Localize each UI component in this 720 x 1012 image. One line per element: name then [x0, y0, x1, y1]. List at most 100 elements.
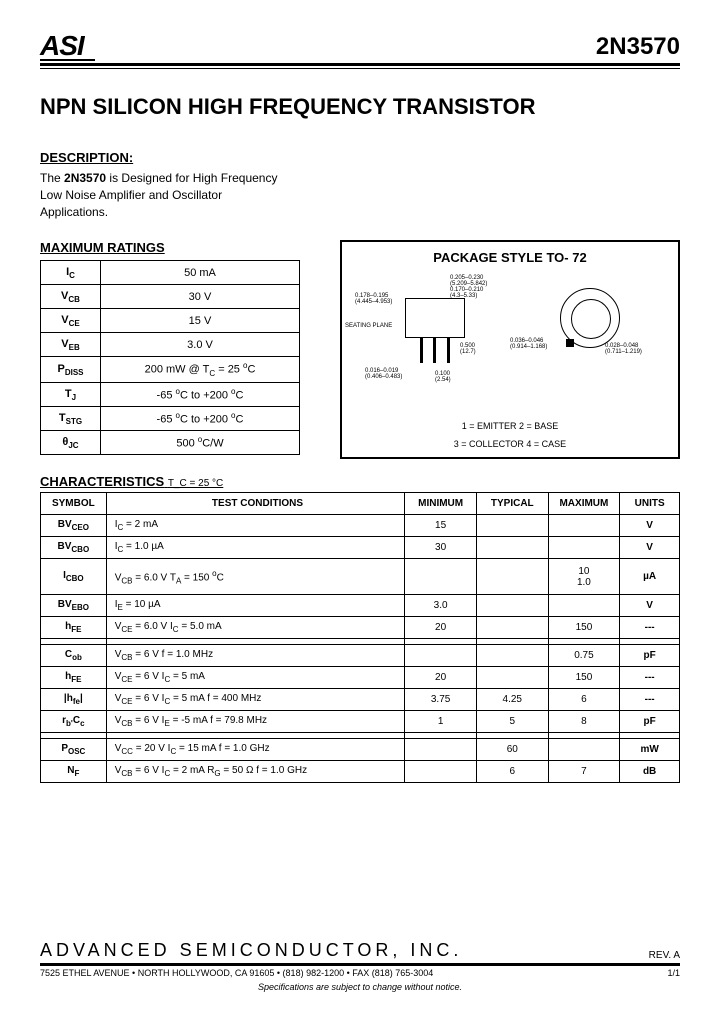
company-name: ADVANCED SEMICONDUCTOR, INC. [40, 940, 462, 961]
rating-symbol: θJC [41, 431, 101, 455]
char-units: µA [620, 559, 680, 595]
char-max [548, 515, 620, 537]
ratings-row: IC50 mA [41, 261, 300, 285]
char-units: pF [620, 711, 680, 733]
char-symbol: BVCEO [41, 515, 107, 537]
rating-symbol: TJ [41, 383, 101, 407]
package-bottom-view: 0.036–0.046 (0.914–1.168) 0.028–0.048 (0… [530, 278, 650, 358]
char-conditions: VCB = 6 V IC = 2 mA RG = 50 Ω f = 1.0 GH… [106, 761, 405, 783]
footer-address-row: 7525 ETHEL AVENUE • NORTH HOLLYWOOD, CA … [40, 968, 680, 978]
logo: ASI [40, 30, 95, 62]
char-header-row: SYMBOL TEST CONDITIONS MINIMUM TYPICAL M… [41, 493, 680, 515]
char-symbol: POSC [41, 739, 107, 761]
char-min [405, 645, 477, 667]
char-typ [476, 515, 548, 537]
char-conditions: VCB = 6.0 V TA = 150 oC [106, 559, 405, 595]
char-min: 30 [405, 537, 477, 559]
description-text: The 2N3570 is Designed for High Frequenc… [40, 170, 290, 220]
ratings-row: VCB30 V [41, 285, 300, 309]
package-column: PACKAGE STYLE TO- 72 0.205–0.230 (5.209–… [340, 240, 680, 459]
char-symbol: hFE [41, 617, 107, 639]
char-units: --- [620, 689, 680, 711]
footer: ADVANCED SEMICONDUCTOR, INC. REV. A 7525… [40, 940, 680, 992]
char-symbol: rb'Cc [41, 711, 107, 733]
char-max: 0.75 [548, 645, 620, 667]
header: ASI 2N3570 [40, 30, 680, 66]
char-units: V [620, 537, 680, 559]
rating-symbol: TSTG [41, 407, 101, 431]
char-conditions: VCE = 6.0 V IC = 5.0 mA [106, 617, 405, 639]
char-row: BVCEO IC = 2 mA 15 V [41, 515, 680, 537]
char-max: 7 [548, 761, 620, 783]
char-max [548, 595, 620, 617]
char-max: 101.0 [548, 559, 620, 595]
char-units: mW [620, 739, 680, 761]
char-symbol: ICBO [41, 559, 107, 595]
char-units: pF [620, 645, 680, 667]
char-conditions: VCB = 6 V IE = -5 mA f = 79.8 MHz [106, 711, 405, 733]
char-conditions: IC = 2 mA [106, 515, 405, 537]
logo-block: ASI [40, 30, 95, 61]
part-number: 2N3570 [596, 33, 680, 61]
top-section: MAXIMUM RATINGS IC50 mAVCB30 VVCE15 VVEB… [40, 240, 680, 459]
char-typ [476, 617, 548, 639]
char-units: V [620, 595, 680, 617]
char-typ [476, 645, 548, 667]
description-label: DESCRIPTION: [40, 150, 680, 165]
rating-symbol: PDISS [41, 357, 101, 383]
page-title: NPN SILICON HIGH FREQUENCY TRANSISTOR [40, 94, 680, 120]
ratings-row: PDISS200 mW @ TC = 25 oC [41, 357, 300, 383]
rating-symbol: VEB [41, 333, 101, 357]
char-max: 150 [548, 667, 620, 689]
to72-circle [560, 288, 620, 348]
ratings-row: TSTG-65 oC to +200 oC [41, 407, 300, 431]
header-rule [40, 68, 680, 69]
rating-value: 200 mW @ TC = 25 oC [101, 357, 300, 383]
char-max: 6 [548, 689, 620, 711]
char-max [548, 739, 620, 761]
char-min: 15 [405, 515, 477, 537]
ratings-row: θJC500 oC/W [41, 431, 300, 455]
pin-legend-2: 3 = COLLECTOR 4 = CASE [350, 439, 670, 449]
char-conditions: VCE = 6 V IC = 5 mA f = 400 MHz [106, 689, 405, 711]
char-units: --- [620, 667, 680, 689]
footer-note: Specifications are subject to change wit… [40, 982, 680, 992]
rating-symbol: VCB [41, 285, 101, 309]
char-typ [476, 595, 548, 617]
char-row: BVCBO IC = 1.0 µA 30 V [41, 537, 680, 559]
rating-value: -65 oC to +200 oC [101, 383, 300, 407]
char-row: rb'Cc VCB = 6 V IE = -5 mA f = 79.8 MHz … [41, 711, 680, 733]
char-row: hFE VCE = 6 V IC = 5 mA 20 150 --- [41, 667, 680, 689]
char-max [548, 537, 620, 559]
char-max: 150 [548, 617, 620, 639]
ratings-row: VCE15 V [41, 309, 300, 333]
char-typ [476, 667, 548, 689]
pin-legend-1: 1 = EMITTER 2 = BASE [350, 421, 670, 431]
characteristics-label: CHARACTERISTICS T_C = 25 °C [40, 474, 680, 489]
to72-can [405, 298, 465, 338]
char-conditions: IC = 1.0 µA [106, 537, 405, 559]
ratings-table: IC50 mAVCB30 VVCE15 VVEB3.0 VPDISS200 mW… [40, 260, 300, 455]
char-min: 20 [405, 617, 477, 639]
char-typ: 6 [476, 761, 548, 783]
characteristics-table: SYMBOL TEST CONDITIONS MINIMUM TYPICAL M… [40, 492, 680, 783]
ratings-column: MAXIMUM RATINGS IC50 mAVCB30 VVCE15 VVEB… [40, 240, 320, 459]
ratings-row: TJ-65 oC to +200 oC [41, 383, 300, 407]
char-symbol: NF [41, 761, 107, 783]
char-row: NF VCB = 6 V IC = 2 mA RG = 50 Ω f = 1.0… [41, 761, 680, 783]
char-row: hFE VCE = 6.0 V IC = 5.0 mA 20 150 --- [41, 617, 680, 639]
rating-symbol: VCE [41, 309, 101, 333]
page-number: 1/1 [667, 968, 680, 978]
char-typ [476, 559, 548, 595]
char-min: 3.75 [405, 689, 477, 711]
char-min [405, 761, 477, 783]
rating-value: -65 oC to +200 oC [101, 407, 300, 431]
char-min: 20 [405, 667, 477, 689]
char-symbol: BVEBO [41, 595, 107, 617]
char-units: dB [620, 761, 680, 783]
rating-symbol: IC [41, 261, 101, 285]
ratings-label: MAXIMUM RATINGS [40, 240, 320, 255]
char-row: ICBO VCB = 6.0 V TA = 150 oC 101.0 µA [41, 559, 680, 595]
package-title: PACKAGE STYLE TO- 72 [350, 250, 670, 265]
char-min: 3.0 [405, 595, 477, 617]
